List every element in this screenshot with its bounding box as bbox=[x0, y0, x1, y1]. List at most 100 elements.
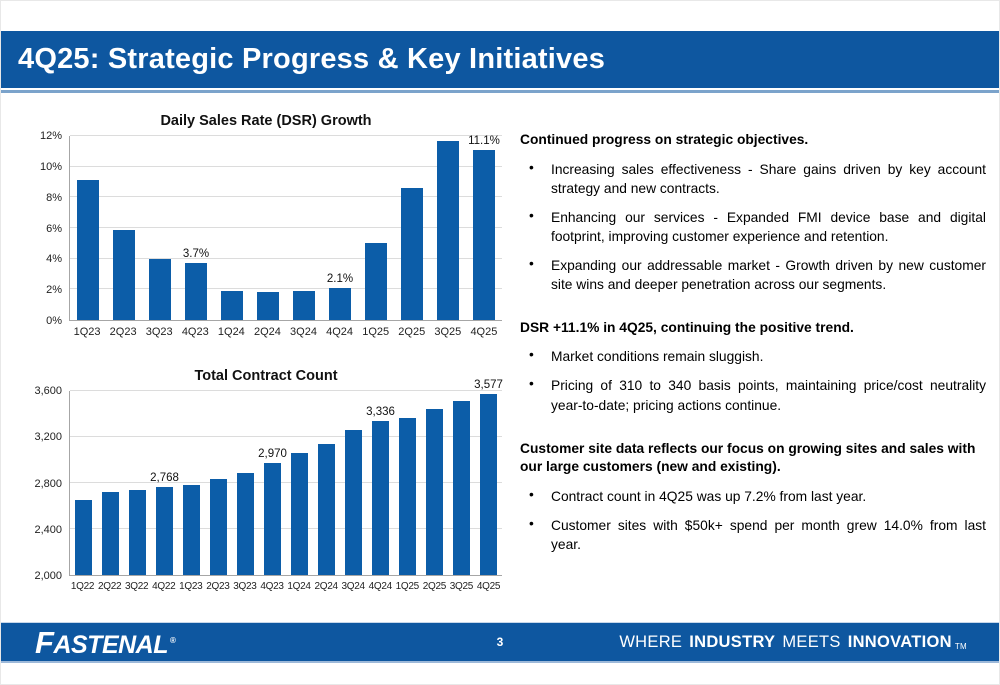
bullet-marker: • bbox=[529, 255, 534, 271]
bullet-marker: • bbox=[529, 486, 534, 502]
y-axis-tick: 6% bbox=[46, 222, 62, 235]
slide-title: 4Q25: Strategic Progress & Key Initiativ… bbox=[18, 43, 606, 75]
contract-count-chart: Total Contract Count 2,000 2,400 2,800 3,20… bbox=[27, 368, 505, 592]
gridline bbox=[70, 482, 502, 483]
bullet-text: Customer sites with $50k+ spend per mont… bbox=[551, 517, 986, 552]
bar-1Q23 bbox=[77, 180, 99, 320]
bar-4Q23 bbox=[264, 463, 281, 575]
text-block: Continued progress on strategic objectiv… bbox=[520, 131, 986, 294]
title-banner-accent-line bbox=[1, 90, 999, 93]
x-axis-tick: 4Q24 bbox=[368, 581, 393, 592]
fastenal-logo: FASTENAL ® bbox=[35, 627, 176, 658]
bar-4Q24 bbox=[329, 287, 351, 320]
trademark-mark: TM bbox=[954, 641, 967, 651]
gridline bbox=[70, 165, 502, 167]
gridline bbox=[70, 257, 502, 259]
gridline bbox=[70, 528, 502, 529]
x-axis-tick: 2Q23 bbox=[109, 326, 137, 338]
bar-3Q24 bbox=[293, 290, 315, 320]
data-label: 3.7% bbox=[182, 248, 210, 261]
y-axis: 0% 2% 4% 6% 8% 10% 12% bbox=[27, 130, 69, 327]
footer-bar: FASTENAL ® 3 WHERE INDUSTRY MEETS INNOVATIO… bbox=[1, 622, 999, 663]
x-axis-tick: 4Q23 bbox=[181, 326, 209, 338]
block-heading: Customer site data reflects our focus on… bbox=[520, 440, 976, 475]
bar-2Q24 bbox=[318, 443, 335, 575]
bar-slot bbox=[70, 136, 106, 320]
page-number: 3 bbox=[496, 635, 504, 649]
bullet-item: • Market conditions remain sluggish. bbox=[520, 347, 986, 366]
commentary-column: Continued progress on strategic objectiv… bbox=[520, 131, 986, 579]
x-axis-tick: 1Q23 bbox=[73, 326, 101, 338]
bullet-item: • Increasing sales effectiveness - Share … bbox=[520, 160, 986, 198]
bar-3Q25 bbox=[453, 400, 470, 575]
y-axis-tick: 2,800 bbox=[34, 477, 62, 490]
bar-1Q24 bbox=[221, 290, 243, 320]
x-axis-tick: 4Q22 bbox=[152, 581, 176, 592]
data-label: 2,768 bbox=[150, 471, 179, 484]
x-axis-tick: 2Q22 bbox=[97, 581, 122, 592]
dsr-growth-chart: Daily Sales Rate (DSR) Growth 0% 2% 4% 6% 8%… bbox=[27, 113, 505, 338]
x-axis-tick: 2Q25 bbox=[398, 326, 426, 338]
bullet-text: Increasing sales effectiveness - Share g… bbox=[551, 161, 986, 196]
bar-1Q24 bbox=[291, 453, 308, 575]
bar-3Q23 bbox=[149, 258, 171, 320]
x-axis-tick: 2Q24 bbox=[253, 326, 281, 338]
bar-slot: 2.1% bbox=[322, 136, 358, 320]
bar-slot bbox=[286, 136, 322, 320]
plot: 2,768 2,970 3,336 3,577 bbox=[69, 379, 503, 576]
bar-slot bbox=[106, 136, 142, 320]
bar-3Q24 bbox=[345, 429, 362, 575]
x-axis-tick: 2Q24 bbox=[314, 581, 338, 592]
bar-slot bbox=[250, 136, 286, 320]
bar-series: 2,768 2,970 3,336 3,577 bbox=[70, 379, 503, 575]
bar-4Q23 bbox=[185, 263, 207, 320]
x-axis-tick: 1Q24 bbox=[287, 581, 311, 592]
x-axis-tick: 1Q22 bbox=[70, 581, 95, 592]
bullet-item: • Customer sites with $50k+ spend per mon… bbox=[520, 516, 986, 554]
bar-slot bbox=[430, 136, 466, 320]
y-axis-tick: 3,600 bbox=[34, 385, 62, 397]
x-axis-tick: 3Q25 bbox=[434, 326, 462, 338]
bar-slot bbox=[124, 391, 151, 575]
bullet-marker: • bbox=[529, 347, 534, 363]
x-axis-tick: 2Q23 bbox=[206, 581, 230, 592]
y-axis-tick: 2,000 bbox=[34, 570, 62, 582]
bar-slot bbox=[394, 391, 421, 575]
x-axis: 1Q22 2Q22 3Q22 4Q22 1Q23 2Q23 3Q23 4Q23 1Q24 2Q24… bbox=[69, 581, 502, 592]
bar-1Q25 bbox=[365, 243, 387, 320]
bullet-text: Expanding our addressable market - Growt… bbox=[551, 257, 986, 292]
x-axis: 1Q23 2Q23 3Q23 4Q23 1Q24 2Q24 3Q24 4Q24 1Q25 2Q25… bbox=[69, 326, 502, 338]
bar-4Q25 bbox=[473, 149, 495, 320]
bar-4Q24 bbox=[372, 421, 389, 575]
y-axis-tick: 10% bbox=[39, 160, 62, 173]
bar-slot bbox=[97, 391, 124, 575]
bar-slot bbox=[142, 136, 178, 320]
bar-2Q23 bbox=[210, 479, 227, 575]
bullet-text: Contract count in 4Q25 was up 7.2% from … bbox=[551, 488, 867, 504]
bar-slot: 11.1% bbox=[466, 135, 502, 320]
bullet-text: Enhancing our services - Expanded FMI de… bbox=[551, 209, 986, 244]
bar-slot bbox=[232, 391, 259, 575]
bullet-item: • Contract count in 4Q25 was up 7.2% from… bbox=[520, 487, 986, 506]
bar-2Q23 bbox=[113, 229, 135, 320]
bullet-item: • Expanding our addressable market - Grow… bbox=[520, 256, 986, 294]
bar-slot bbox=[358, 136, 394, 320]
bar-slot bbox=[205, 391, 232, 575]
bar-4Q25 bbox=[480, 393, 497, 575]
x-axis-tick: 3Q25 bbox=[449, 581, 474, 592]
bar-series: 3.7% 2.1% 11.1% bbox=[70, 135, 502, 320]
bar-3Q22 bbox=[129, 490, 146, 575]
y-axis-tick: 3,200 bbox=[34, 431, 62, 444]
bar-1Q25 bbox=[399, 417, 416, 575]
data-label: 2,970 bbox=[258, 448, 287, 461]
bar-4Q22 bbox=[156, 486, 173, 575]
bar-slot bbox=[70, 391, 97, 575]
slogan-words: WHERE INDUSTRY MEETS INNOVATION bbox=[612, 633, 952, 652]
data-label: 3,577 bbox=[474, 378, 503, 391]
block-heading: DSR +11.1% in 4Q25, continuing the posit… bbox=[520, 319, 854, 335]
bar-slot: 2,970 bbox=[258, 391, 287, 575]
x-axis-tick: 3Q22 bbox=[125, 581, 149, 592]
bullet-item: • Enhancing our services - Expanded FMI d… bbox=[520, 208, 986, 246]
y-axis-tick: 2% bbox=[46, 284, 62, 297]
